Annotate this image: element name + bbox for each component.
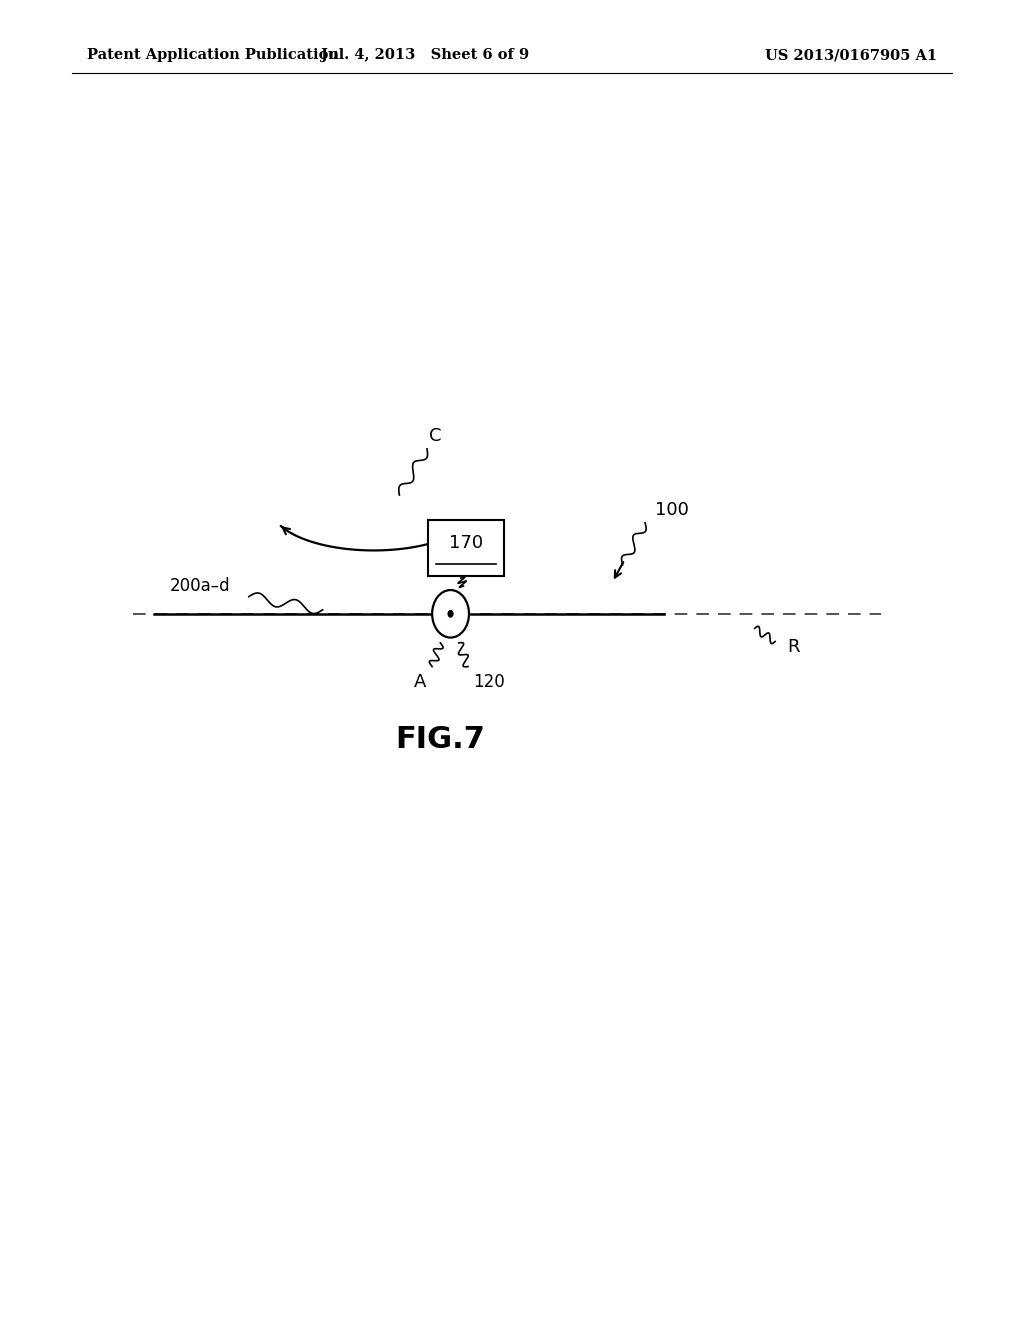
Text: C: C [429,426,441,445]
Text: Patent Application Publication: Patent Application Publication [87,49,339,62]
Text: FIG.7: FIG.7 [395,725,485,754]
Circle shape [432,590,469,638]
Text: 120: 120 [473,673,505,692]
Text: 200a–d: 200a–d [169,577,230,595]
Text: Jul. 4, 2013   Sheet 6 of 9: Jul. 4, 2013 Sheet 6 of 9 [321,49,529,62]
Text: 100: 100 [655,500,689,519]
Bar [428,520,505,576]
Text: A: A [414,673,426,692]
Text: US 2013/0167905 A1: US 2013/0167905 A1 [765,49,937,62]
Circle shape [447,610,454,618]
Text: 170: 170 [449,533,483,552]
Text: R: R [787,638,800,656]
